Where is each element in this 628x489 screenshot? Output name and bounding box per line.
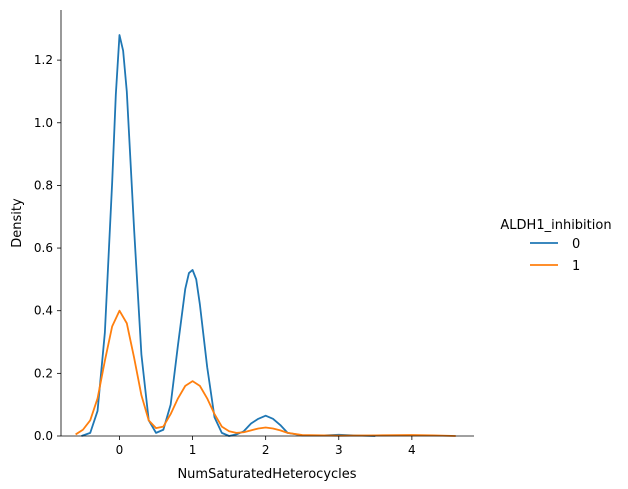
y-tick-label: 1.0 — [34, 116, 53, 130]
x-tick-label: 3 — [335, 443, 343, 457]
plot-lines — [75, 34, 456, 437]
y-tick-label: 0.4 — [34, 304, 53, 318]
legend-label-series-0: 0 — [572, 237, 580, 252]
y-tick-label: 0.8 — [34, 178, 53, 192]
y-tick-label: 1.2 — [34, 53, 53, 67]
x-tick-label: 2 — [262, 443, 270, 457]
series-line-0 — [81, 34, 376, 437]
legend-title: ALDH1_inhibition — [500, 218, 611, 233]
y-axis-label: Density — [10, 198, 25, 248]
y-tick-label: 0.0 — [34, 429, 53, 443]
legend: ALDH1_inhibition 0 1 — [500, 218, 611, 274]
y-ticks: 0.0 0.2 0.4 0.6 0.8 1.0 1.2 — [34, 53, 61, 443]
y-tick-label: 0.6 — [34, 241, 53, 255]
y-tick-label: 0.2 — [34, 366, 53, 380]
axes — [60, 10, 474, 437]
x-tick-label: 0 — [116, 443, 124, 457]
x-axis-label: NumSaturatedHeterocycles — [177, 467, 356, 482]
x-tick-label: 1 — [189, 443, 197, 457]
legend-label-series-1: 1 — [572, 259, 580, 274]
series-line-1 — [75, 309, 456, 437]
x-ticks: 0 1 2 3 4 — [116, 436, 416, 457]
x-tick-label: 4 — [408, 443, 416, 457]
